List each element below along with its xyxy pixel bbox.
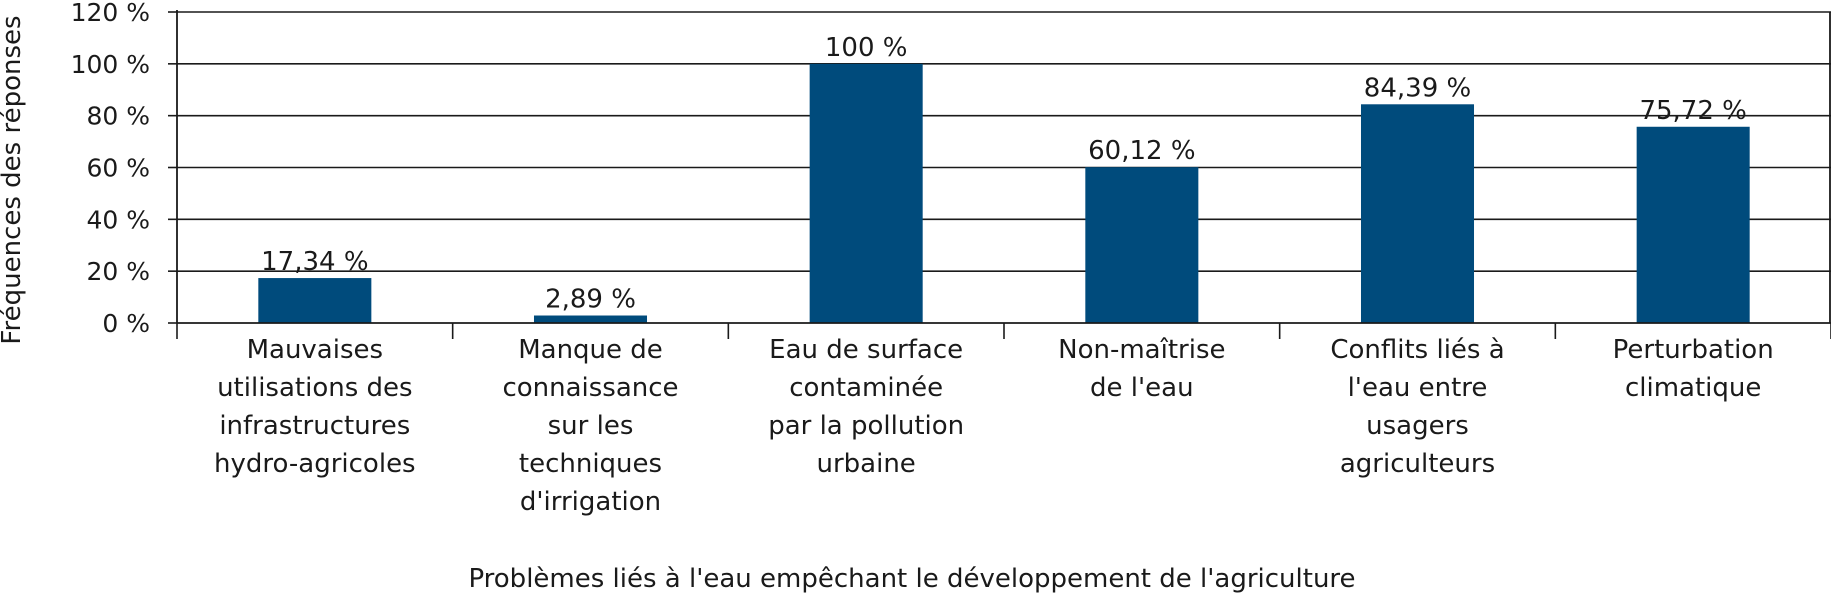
bars bbox=[258, 63, 1750, 324]
x-tick-label: Perturbation climatique bbox=[1613, 335, 1774, 403]
x-tick-label: Non-maîtrise de l'eau bbox=[1058, 335, 1225, 403]
y-tick-label: 120 % bbox=[71, 0, 150, 27]
x-tick-label: Conflits liés à l'eau entre usagers agricul… bbox=[1330, 335, 1504, 479]
bar bbox=[533, 315, 648, 323]
bar bbox=[1360, 104, 1475, 324]
data-label: 2,89 % bbox=[545, 285, 636, 315]
y-tick-label: 60 % bbox=[86, 154, 150, 183]
y-tick-label: 80 % bbox=[86, 102, 150, 131]
bar bbox=[1636, 126, 1750, 323]
y-tick-label: 0 % bbox=[102, 309, 150, 338]
data-label: 75,72 % bbox=[1639, 96, 1746, 126]
y-tick-label: 20 % bbox=[86, 257, 150, 286]
bar bbox=[809, 63, 923, 323]
gridlines bbox=[177, 11, 1831, 272]
labels: 0 % 20 % 40 % 60 % 80 % 100 % 120 % 17,34 % Mauv… bbox=[71, 0, 1774, 517]
axes bbox=[168, 10, 1831, 339]
x-tick-label: Mauvaises utilisations des infrastructures… bbox=[214, 335, 416, 479]
data-label: 100 % bbox=[825, 33, 908, 63]
y-tick-label: 100 % bbox=[71, 50, 150, 79]
y-axis-title: Fréquences des réponses bbox=[0, 15, 27, 344]
x-tick-label: Manque de connaissance sur les techniques d'… bbox=[502, 335, 678, 517]
data-label: 84,39 % bbox=[1364, 73, 1471, 103]
y-tick-label: 40 % bbox=[86, 205, 150, 234]
data-label: 17,34 % bbox=[261, 247, 368, 277]
bar bbox=[1085, 167, 1199, 323]
bar bbox=[258, 278, 372, 323]
data-label: 60,12 % bbox=[1088, 136, 1195, 166]
x-axis-title: Problèmes liés à l'eau empêchant le déve… bbox=[468, 564, 1355, 594]
x-tick-label: Eau de surface contaminée par la pollution… bbox=[768, 335, 964, 479]
